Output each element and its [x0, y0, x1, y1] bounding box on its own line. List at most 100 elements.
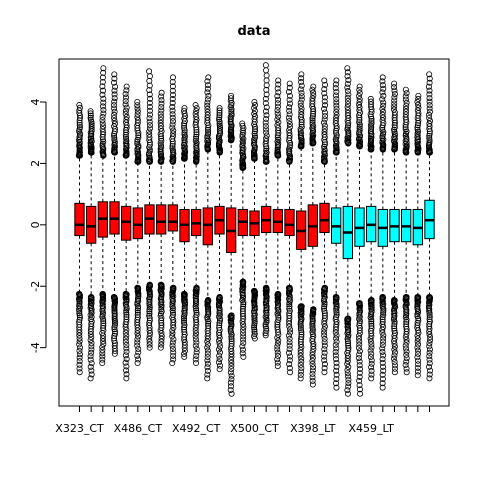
outlier-point-upper [134, 140, 141, 147]
outlier-point-lower [158, 332, 165, 339]
outlier-point-lower [356, 369, 363, 376]
outlier-point-lower [170, 324, 177, 331]
outlier-point-lower [332, 348, 339, 355]
outlier-point-lower [403, 351, 410, 358]
outlier-point-upper [169, 107, 176, 114]
outlier-point-upper [169, 87, 176, 94]
outlier-point-upper [158, 144, 165, 151]
outlier-point-lower [216, 366, 223, 373]
outlier-point-upper [76, 119, 83, 126]
outlier-point-lower [367, 335, 374, 342]
outlier-point-lower [192, 299, 199, 306]
outlier-point-lower [321, 332, 328, 339]
outlier-point-lower [228, 331, 235, 338]
outlier-point-lower [333, 314, 340, 321]
outlier-point-upper [414, 98, 421, 105]
outlier-point-lower [333, 338, 340, 345]
outlier-point-lower [321, 365, 328, 372]
outlier-point-upper [134, 138, 141, 145]
outlier-point-lower [367, 338, 374, 345]
outlier-point-upper [169, 121, 176, 128]
outlier-point-upper [379, 78, 386, 85]
outlier-point-lower [345, 383, 352, 390]
outlier-point-upper [321, 86, 328, 93]
outlier-point-upper [298, 75, 305, 82]
outlier-point-lower [158, 341, 165, 348]
outlier-point-upper [169, 83, 176, 90]
outlier-point-upper [426, 138, 433, 145]
outlier-point-lower [275, 312, 282, 319]
outlier-point-upper [76, 121, 83, 128]
outlier-point-lower [100, 315, 107, 322]
outlier-point-upper [123, 94, 130, 101]
outlier-point-lower [403, 316, 410, 323]
outlier-point-upper [123, 87, 130, 94]
outlier-point-upper [262, 100, 269, 107]
outlier-point-lower [147, 330, 154, 337]
outlier-point-upper [309, 115, 316, 122]
outlier-point-upper [123, 136, 130, 143]
outlier-point-upper [169, 111, 176, 118]
outlier-point-lower [297, 346, 304, 353]
outlier-point-upper [285, 114, 292, 121]
outlier-point-lower [286, 361, 293, 368]
outlier-point-upper [391, 112, 398, 119]
outlier-point-lower [333, 345, 340, 352]
outlier-point-lower [87, 337, 94, 344]
outlier-point-upper [333, 111, 340, 118]
outlier-point-lower [76, 358, 83, 365]
outlier-point-lower [426, 343, 433, 350]
outlier-point-upper [240, 129, 247, 136]
outlier-point-upper [309, 98, 316, 105]
outlier-point-upper [333, 102, 340, 109]
outlier-point-upper [123, 113, 130, 120]
outlier-point-lower [216, 334, 223, 341]
outlier-point-lower [134, 330, 141, 337]
outlier-point-lower [170, 293, 177, 300]
outlier-point-lower [368, 375, 375, 382]
outlier-point-lower [414, 332, 421, 339]
outlier-point-lower [99, 347, 106, 354]
outlier-point-upper [309, 113, 316, 120]
outlier-point-lower [333, 323, 340, 330]
outlier-point-upper [250, 153, 257, 160]
outlier-point-lower [146, 344, 153, 351]
outlier-point-upper [332, 92, 339, 99]
outlier-point-upper [123, 104, 130, 111]
outlier-point-lower [414, 338, 421, 345]
outlier-point-lower [181, 353, 188, 360]
outlier-point-upper [309, 86, 316, 93]
outlier-point-upper [239, 120, 246, 127]
outlier-point-upper [263, 86, 270, 93]
outlier-point-lower [99, 360, 106, 367]
outlier-point-upper [170, 130, 177, 137]
outlier-point-lower [240, 336, 247, 343]
outlier-point-lower [87, 356, 94, 363]
outlier-point-lower [309, 331, 316, 338]
outlier-point-lower [297, 319, 304, 326]
outlier-point-upper [380, 102, 387, 109]
outlier-point-lower [123, 345, 130, 352]
outlier-point-upper [216, 120, 223, 127]
outlier-point-upper [111, 114, 118, 121]
outlier-point-lower [403, 308, 410, 315]
outlier-point-lower [275, 306, 282, 313]
outlier-point-lower [344, 387, 351, 394]
outlier-point-upper [310, 92, 317, 99]
outlier-point-upper [217, 124, 224, 131]
outlier-point-upper [227, 97, 234, 104]
outlier-point-lower [76, 361, 83, 368]
outlier-point-upper [122, 107, 129, 114]
outlier-point-lower [392, 362, 399, 369]
outlier-point-upper [111, 98, 118, 105]
outlier-point-lower [204, 347, 211, 354]
outlier-point-lower [287, 326, 294, 333]
outlier-point-lower [356, 358, 363, 365]
outlier-point-upper [322, 81, 329, 88]
outlier-point-lower [297, 375, 304, 382]
outlier-point-lower [391, 352, 398, 359]
outlier-point-lower [263, 317, 270, 324]
outlier-point-upper [99, 113, 106, 120]
outlier-point-upper [286, 92, 293, 99]
outlier-point-lower [193, 352, 200, 359]
